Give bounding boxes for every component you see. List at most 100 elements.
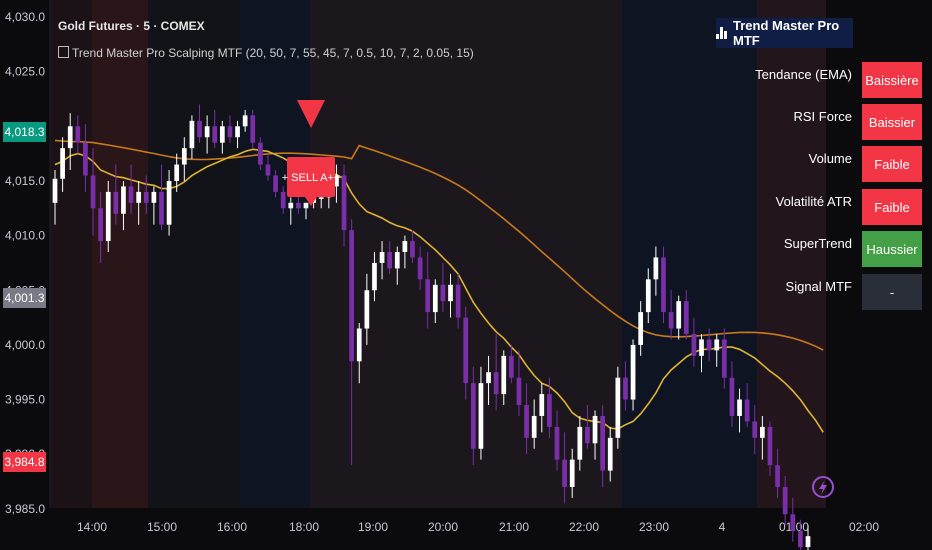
candle-body <box>767 426 773 466</box>
candle-body <box>67 126 73 149</box>
lightning-icon-ring <box>812 476 834 498</box>
row-value: - <box>862 274 922 310</box>
table-row-rsi: RSI Force Baissier <box>714 100 922 140</box>
session-band <box>148 0 240 508</box>
candle-body <box>136 191 142 203</box>
candle-body <box>318 197 324 199</box>
candle-body <box>645 279 651 313</box>
candle-body <box>402 241 408 252</box>
x-tick-label: 16:00 <box>217 520 247 534</box>
candle-body <box>562 459 567 487</box>
candle-body <box>805 536 811 548</box>
row-value: Baissière <box>862 62 922 98</box>
candle-body <box>151 191 157 203</box>
candle-body <box>265 164 271 176</box>
sell-triangle-icon <box>297 100 325 128</box>
candle-body <box>227 126 233 138</box>
bar-chart-icon <box>716 27 727 39</box>
candle-body <box>90 175 96 209</box>
candle-body <box>235 126 240 138</box>
sell-signal-label: + SELL A++ <box>282 172 341 184</box>
candle-body <box>744 399 750 422</box>
candle-body <box>509 355 514 378</box>
candle-body <box>341 175 347 231</box>
candle-body <box>417 257 423 280</box>
row-label: Signal MTF <box>785 279 852 294</box>
candle-body <box>242 115 248 127</box>
candle-body <box>60 148 65 179</box>
y-tick-label: 3,995.0 <box>5 393 45 407</box>
candle-body <box>470 383 476 449</box>
candle-body <box>706 339 712 351</box>
session-band <box>622 0 757 508</box>
candle-body <box>661 257 666 313</box>
candle-body <box>387 251 393 269</box>
candle-body <box>334 175 339 187</box>
candle-body <box>166 180 172 225</box>
candle-body <box>531 415 537 438</box>
x-tick-label: 14:00 <box>77 520 107 534</box>
x-tick-label: 18:00 <box>289 520 319 534</box>
candle-body <box>197 120 202 138</box>
candle-body <box>128 186 134 203</box>
indicator-title-text: Trend Master Pro Scalping MTF (20, 50, 7… <box>72 46 474 60</box>
y-tick-label: 4,000.0 <box>5 338 45 352</box>
candle-body <box>683 301 689 334</box>
candle-body <box>189 120 195 149</box>
candle-body <box>524 405 529 438</box>
candle-body <box>440 284 446 302</box>
candle-body <box>752 421 758 438</box>
indicator-title[interactable]: Trend Master Pro Scalping MTF (20, 50, 7… <box>58 46 474 60</box>
candle-body <box>296 202 301 209</box>
candle-body <box>721 339 727 378</box>
candle-body <box>516 377 522 406</box>
table-row-volume: Volume Faible <box>714 142 922 182</box>
x-tick-label: 15:00 <box>147 520 177 534</box>
candle-body <box>737 399 742 416</box>
candle-body <box>52 178 58 203</box>
candle-body <box>638 312 644 345</box>
row-label: Volume <box>808 151 852 166</box>
table-row-atr: Volatilité ATR Faible <box>714 185 922 225</box>
symbol-title: Gold Futures · 5 · COMEX <box>58 19 205 33</box>
y-tick-label: 4,010.0 <box>5 229 45 243</box>
candle-body <box>303 202 309 209</box>
candle-body <box>181 148 187 165</box>
candle-body <box>653 257 659 280</box>
candle-body <box>258 142 263 165</box>
candle-body <box>600 415 605 471</box>
x-tick-label: 02:00 <box>849 520 879 534</box>
candle-body <box>668 312 674 329</box>
x-tick-label: 19:00 <box>358 520 388 534</box>
candle-body <box>432 284 438 313</box>
x-tick-label: 21:00 <box>499 520 529 534</box>
row-label: Tendance (EMA) <box>755 67 852 82</box>
candle-body <box>204 126 210 138</box>
session-band <box>240 0 310 508</box>
price-badge-low: 3,984.8 <box>3 452 46 472</box>
candle-body <box>83 142 88 176</box>
candle-body <box>607 437 613 471</box>
candle-body <box>547 394 552 427</box>
candle-body <box>782 486 788 515</box>
candle-body <box>615 377 621 438</box>
session-band <box>310 0 622 508</box>
candle-body <box>98 208 103 242</box>
price-badge-prev: 4,001.3 <box>3 288 46 308</box>
y-tick-label: 3,985.0 <box>5 502 45 516</box>
candle-body <box>463 317 469 384</box>
x-tick-label: 4 <box>719 520 726 534</box>
candle-body <box>486 372 491 384</box>
price-badge-last: 4,018.3 <box>3 122 46 142</box>
candle-body <box>364 290 370 329</box>
candle-body <box>760 426 765 438</box>
candle-body <box>554 426 560 460</box>
row-value: Faible <box>862 146 922 182</box>
x-tick-label: 20:00 <box>428 520 458 534</box>
candle-body <box>630 344 636 400</box>
candle-body <box>288 202 294 209</box>
candle-body <box>349 230 354 362</box>
candle-body <box>623 377 628 400</box>
lightning-icon <box>819 480 827 495</box>
